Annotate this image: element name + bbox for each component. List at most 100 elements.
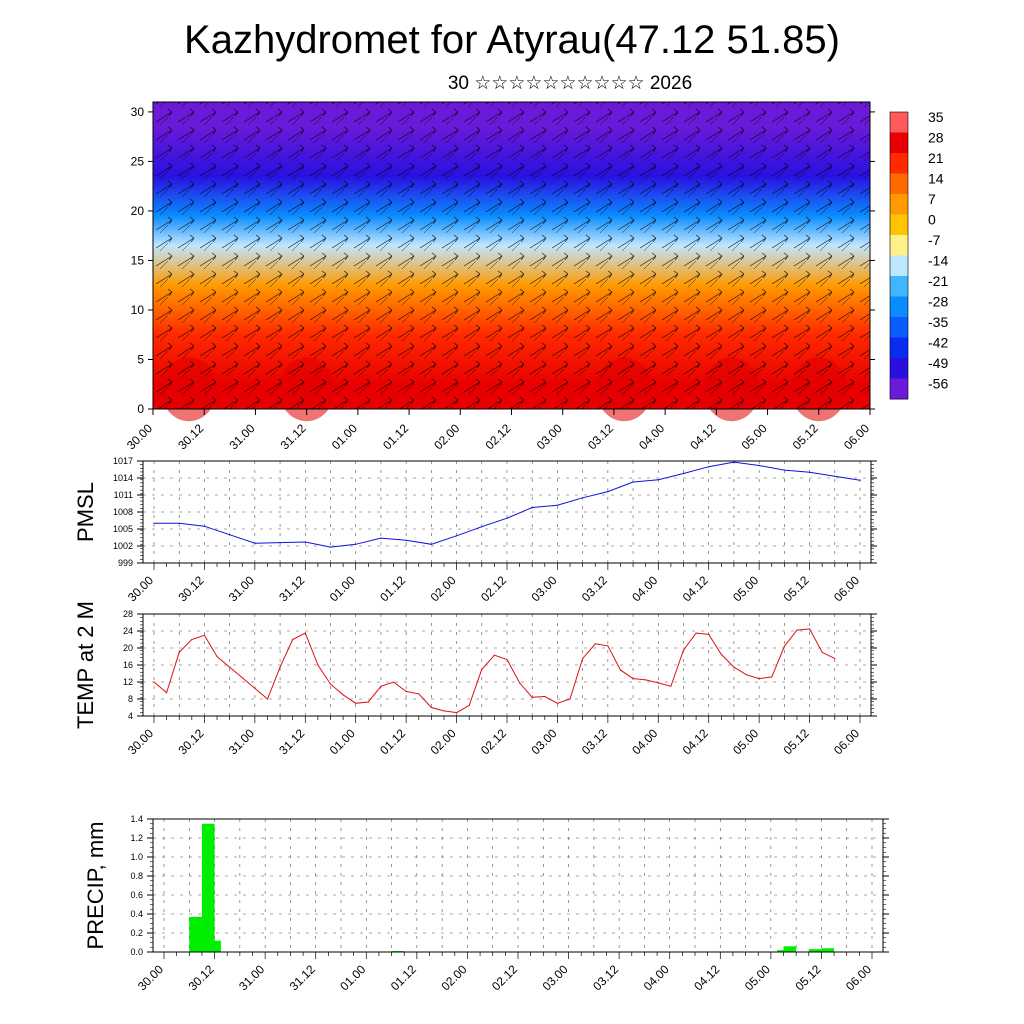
temp-point — [241, 677, 243, 679]
y-tick-label: 0.6 — [130, 890, 143, 900]
precip-bar — [821, 948, 835, 952]
pmsl-point — [229, 534, 231, 536]
x-tick-label: 03.00 — [528, 726, 559, 757]
temp-point — [153, 681, 155, 683]
precip-bar — [808, 949, 822, 952]
colorbar: 35 28 21 14 7 0 -7 -14 -21 -28 -35 -42 -49 -56 — [889, 109, 948, 400]
y-tick-label: 0 — [137, 402, 144, 416]
x-tick-label: 02.00 — [428, 573, 459, 604]
chart-subtitle: 30 ☆☆☆☆☆☆☆☆☆☆ 2026 — [447, 73, 693, 94]
pmsl-point — [355, 543, 357, 545]
x-tick-label: 01.00 — [327, 573, 358, 604]
x-tick-label: 31.00 — [226, 421, 257, 452]
x-tick-label: 01.00 — [327, 726, 358, 757]
temp-point — [708, 633, 710, 636]
temp-point — [329, 683, 332, 685]
y-tick-label: 0.8 — [130, 871, 143, 881]
x-tick-label: 05.12 — [790, 421, 821, 452]
x-tick-label: 30.00 — [135, 962, 166, 993]
x-tick-label: 02.12 — [489, 962, 520, 993]
x-tick-label: 06.00 — [841, 421, 872, 452]
x-tick-label: 30.00 — [124, 421, 155, 452]
x-tick-label: 05.00 — [742, 962, 773, 993]
x-tick-label: 31.12 — [276, 726, 307, 757]
y-tick-label: 1.2 — [130, 833, 143, 843]
pmsl-point — [657, 479, 659, 481]
colorbar-swatch — [890, 132, 908, 154]
temp-point — [443, 710, 445, 712]
temp-point — [544, 695, 546, 698]
x-tick-label: 01.12 — [377, 726, 408, 757]
colorbar-label: 7 — [928, 191, 936, 207]
x-tick-label: 05.00 — [730, 573, 761, 604]
x-tick-label: 04.12 — [691, 962, 722, 993]
pmsl-point — [834, 475, 836, 477]
temp-point — [506, 658, 508, 661]
x-tick-label: 04.12 — [687, 421, 718, 452]
y-tick-label: 999 — [118, 558, 133, 568]
x-tick-label: 30.00 — [125, 726, 156, 757]
pmsl-panel: 999 1002 1005 1008 1011 1014 1017 30.00 30.12 31.… — [73, 456, 877, 604]
precip-bar — [783, 946, 797, 952]
pmsl-point — [582, 497, 584, 499]
temp-point — [191, 638, 193, 641]
temp-point — [166, 692, 168, 694]
temp-point — [582, 658, 584, 660]
pmsl-point — [758, 464, 760, 467]
temp-point — [821, 651, 823, 653]
colorbar-swatch — [890, 378, 908, 400]
temp-point — [745, 674, 748, 676]
pmsl-point — [506, 517, 508, 519]
temp-point — [355, 702, 357, 704]
y-tick-label: 12 — [123, 677, 133, 687]
y-tick-label: 4 — [128, 711, 133, 721]
pmsl-point — [380, 537, 382, 539]
temp-point — [392, 681, 395, 683]
y-axis-title: PMSL — [73, 482, 98, 542]
y-tick-label: 1017 — [113, 456, 133, 466]
temp-point — [682, 649, 685, 651]
y-tick-label: 0.0 — [130, 947, 143, 957]
y-tick-label: 28 — [123, 609, 133, 619]
pmsl-point — [682, 472, 685, 475]
pmsl-point — [531, 506, 533, 509]
colorbar-frame — [889, 111, 909, 400]
y-tick-label: 1008 — [113, 507, 133, 517]
wind-barbs — [153, 102, 870, 409]
x-tick-label: 03.12 — [579, 726, 610, 757]
x-tick-label: 05.12 — [792, 962, 823, 993]
temp-point — [317, 664, 319, 666]
x-tick-label: 03.12 — [579, 573, 610, 604]
x-tick-label: 04.12 — [680, 573, 711, 604]
x-tick-label: 30.12 — [175, 573, 206, 604]
x-tick-label: 06.00 — [831, 726, 862, 757]
x-tick-label: 03.00 — [540, 962, 571, 993]
chart-title: Kazhydromet for Atyrau(47.12 51.85) — [184, 18, 840, 62]
temp-point — [569, 698, 571, 700]
temp-point — [808, 628, 811, 630]
y-axis-title: PRECIP, mm — [83, 822, 108, 950]
y-tick-label: 1002 — [113, 541, 133, 551]
colorbar-label: -56 — [928, 376, 948, 392]
x-tick-label: 31.00 — [236, 962, 267, 993]
precip-bar — [201, 823, 215, 952]
temp-point — [178, 651, 180, 653]
temp-point — [380, 685, 382, 687]
x-tick-label: 06.00 — [843, 962, 874, 993]
pmsl-point — [304, 541, 306, 543]
x-tick-label: 30.12 — [175, 421, 206, 452]
pmsl-point — [405, 539, 407, 541]
x-tick-label: 31.00 — [226, 573, 257, 604]
temp-point — [430, 706, 432, 709]
x-tick-label: 03.00 — [534, 421, 565, 452]
x-tick-label: 03.00 — [528, 573, 559, 604]
precip-bar — [208, 940, 221, 952]
temp-point — [796, 629, 798, 631]
colorbar-swatch — [890, 194, 908, 215]
y-tick-label: 1.4 — [130, 814, 143, 824]
x-tick-label: 02.12 — [478, 726, 509, 757]
colorbar-swatch — [890, 112, 908, 133]
x-tick-label: 05.00 — [739, 421, 770, 452]
pmsl-point — [178, 522, 180, 524]
pmsl-point — [733, 461, 735, 463]
